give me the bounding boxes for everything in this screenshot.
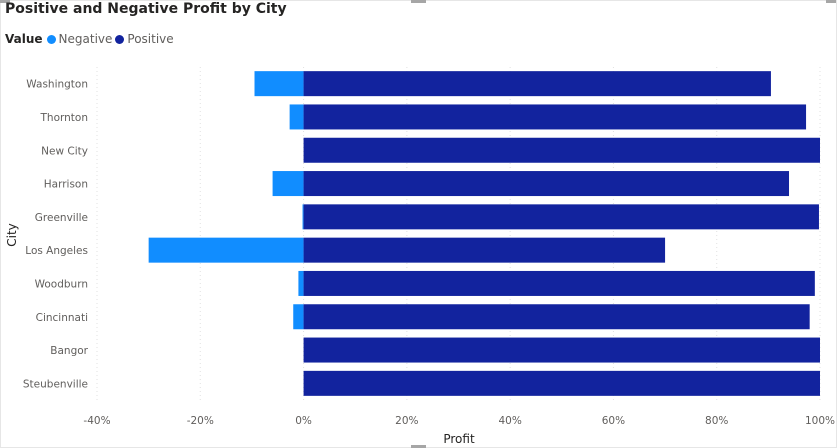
legend-dot-positive [115, 34, 125, 44]
x-tick-label: 40% [498, 415, 521, 427]
y-tick-label: Thornton [40, 112, 88, 124]
resize-handle-top-right[interactable] [826, 0, 836, 3]
legend-title: Value [5, 32, 43, 46]
legend-item-positive[interactable]: Positive [115, 32, 174, 46]
bar-negative [254, 71, 304, 97]
y-axis-title: City [5, 223, 19, 247]
bar-positive [303, 171, 790, 197]
legend-item-negative[interactable]: Negative [46, 32, 113, 46]
x-tick-label: -40% [83, 415, 110, 427]
bar-negative [272, 171, 304, 197]
resize-handle-bottom[interactable] [411, 445, 426, 448]
bar-negative [298, 270, 304, 296]
bar-positive [303, 137, 821, 163]
y-tick-label: Greenville [35, 212, 88, 224]
legend-label-positive: Positive [127, 32, 174, 46]
legend-label-negative: Negative [58, 32, 113, 46]
y-tick-label: Cincinnati [36, 312, 88, 324]
x-tick-label: -20% [187, 415, 214, 427]
legend-dot-negative [46, 34, 56, 44]
bar-negative [302, 204, 304, 230]
chart-title: Positive and Negative Profit by City [5, 1, 287, 17]
x-tick-label: 60% [602, 415, 625, 427]
bar-negative [148, 237, 304, 263]
bar-positive [303, 337, 821, 363]
bar-negative [289, 104, 304, 130]
bar-positive [303, 204, 819, 230]
bar-negative [293, 304, 304, 330]
y-tick-label: Harrison [44, 179, 88, 191]
y-tick-label: New City [41, 145, 88, 157]
x-tick-label: 20% [395, 415, 418, 427]
bar-positive [303, 304, 810, 330]
legend: Value Negative Positive [5, 32, 177, 46]
bar-positive [303, 370, 821, 396]
x-tick-label: 100% [805, 415, 835, 427]
y-tick-label: Steubenville [23, 378, 88, 390]
bar-positive [303, 270, 815, 296]
y-tick-label: Woodburn [35, 278, 88, 290]
bar-positive [303, 237, 666, 263]
x-tick-label: 0% [295, 415, 312, 427]
y-tick-label: Bangor [50, 345, 88, 357]
bars [148, 71, 821, 396]
resize-handle-top[interactable] [411, 0, 426, 3]
y-tick-label: Washington [26, 79, 88, 91]
x-axis-title: Profit [443, 432, 475, 446]
resize-handle-top-left[interactable] [0, 0, 10, 3]
y-tick-label: Los Angeles [25, 245, 88, 257]
bar-positive [303, 104, 807, 130]
x-tick-label: 80% [705, 415, 728, 427]
x-axis-labels: -40% -20% 0% 20% 40% 60% 80% 100% [83, 415, 835, 427]
bar-positive [303, 71, 771, 97]
y-axis-labels: Washington Thornton New City Harrison Greenv… [23, 79, 89, 391]
